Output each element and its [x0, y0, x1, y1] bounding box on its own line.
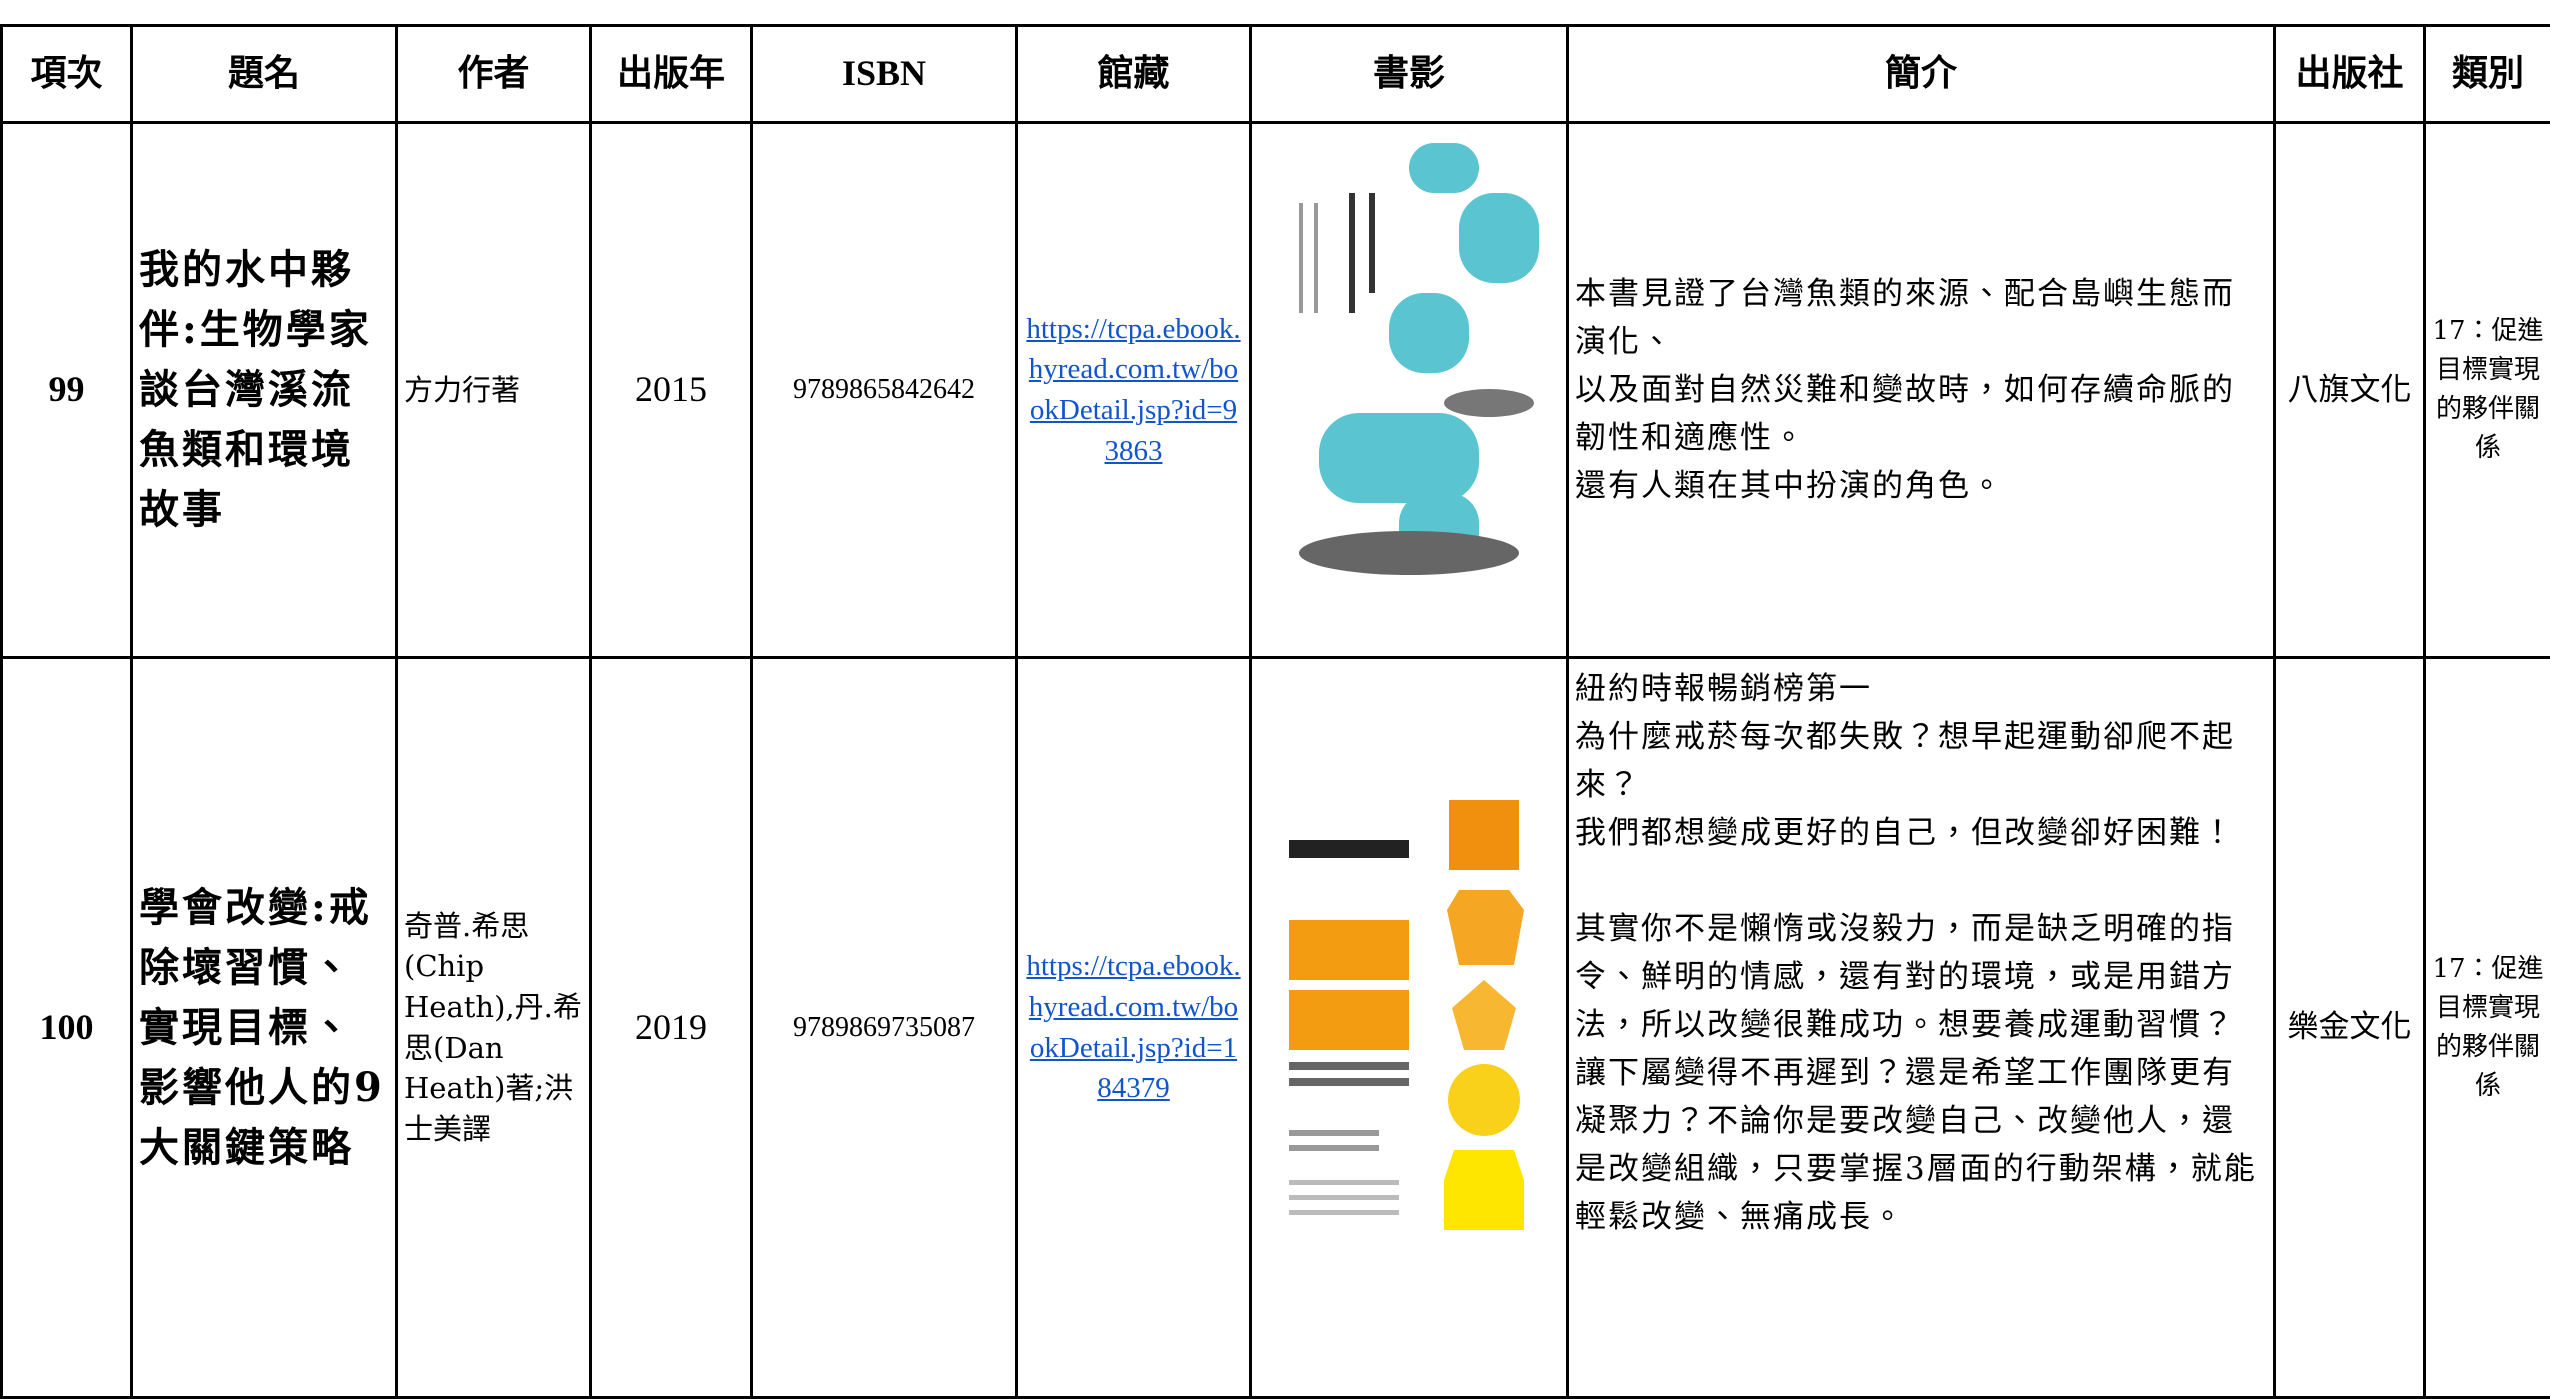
header: 館藏	[1017, 26, 1251, 123]
summary-line: 紐約時報暢銷榜第一	[1575, 665, 2267, 713]
cover-cell	[1251, 658, 1568, 1398]
header: 項次	[2, 26, 132, 123]
header: 出版社	[2275, 26, 2425, 123]
header: 書影	[1251, 26, 1568, 123]
summary: 紐約時報暢銷榜第一 為什麼戒菸每次都失敗？想早起運動卻爬不起來？ 我們都想變成更…	[1568, 658, 2275, 1398]
category: 17：促進目標實現的夥伴關係	[2425, 123, 2550, 658]
index: 100	[2, 658, 132, 1398]
book-row: 100 學會改變:戒除壞習慣、實現目標、影響他人的9大關鍵策略 奇普.希思(Ch…	[2, 658, 2550, 1398]
publisher: 樂金文化	[2275, 658, 2425, 1398]
summary-line: 還有人類在其中扮演的角色。	[1575, 462, 2267, 510]
header: 出版年	[591, 26, 752, 123]
title: 學會改變:戒除壞習慣、實現目標、影響他人的9大關鍵策略	[132, 658, 397, 1398]
category: 17：促進目標實現的夥伴關係	[2425, 658, 2550, 1398]
link[interactable]: https://tcpa.ebook.hyread.com.tw/bookDet…	[1017, 123, 1251, 658]
year: 2019	[591, 658, 752, 1398]
isbn: 9789869735087	[752, 658, 1017, 1398]
cover-cell	[1251, 123, 1568, 658]
title: 我的水中夥伴:生物學家談台灣溪流魚類和環境故事	[132, 123, 397, 658]
header-row: 項次 題名 作者 出版年 ISBN 館藏 書影 簡介 出版社 類別	[2, 26, 2550, 123]
summary-line: 以及面對自然災難和變故時，如何存續命脈的韌性和適應性。	[1575, 366, 2267, 462]
header: 作者	[397, 26, 591, 123]
summary: 本書見證了台灣魚類的來源、配合島嶼生態而演化、 以及面對自然災難和變故時，如何存…	[1568, 123, 2275, 658]
cover	[1259, 133, 1559, 633]
summary-line: 我們都想變成更好的自己，但改變卻好困難！	[1575, 809, 2267, 857]
author: 奇普.希思(Chip Heath),丹.希思(Dan Heath)著;洪士美譯	[397, 658, 591, 1398]
header: 題名	[132, 26, 397, 123]
header: 類別	[2425, 26, 2550, 123]
publisher: 八旗文化	[2275, 123, 2425, 658]
header: 簡介	[1568, 26, 2275, 123]
summary-line: 本書見證了台灣魚類的來源、配合島嶼生態而演化、	[1575, 270, 2267, 366]
book-row: 99 我的水中夥伴:生物學家談台灣溪流魚類和環境故事 方力行著 2015 978…	[2, 123, 2550, 658]
summary-line: 其實你不是懶惰或沒毅力，而是缺乏明確的指令、鮮明的情感，還有對的環境，或是用錯方…	[1575, 905, 2267, 1241]
link[interactable]: https://tcpa.ebook.hyread.com.tw/bookDet…	[1017, 658, 1251, 1398]
year: 2015	[591, 123, 752, 658]
author: 方力行著	[397, 123, 591, 658]
cover	[1259, 800, 1559, 1240]
index: 99	[2, 123, 132, 658]
book-table: 項次 題名 作者 出版年 ISBN 館藏 書影 簡介 出版社 類別 99 我的水…	[0, 24, 2550, 1399]
header: ISBN	[752, 26, 1017, 123]
isbn: 9789865842642	[752, 123, 1017, 658]
summary-line: 為什麼戒菸每次都失敗？想早起運動卻爬不起來？	[1575, 713, 2267, 809]
